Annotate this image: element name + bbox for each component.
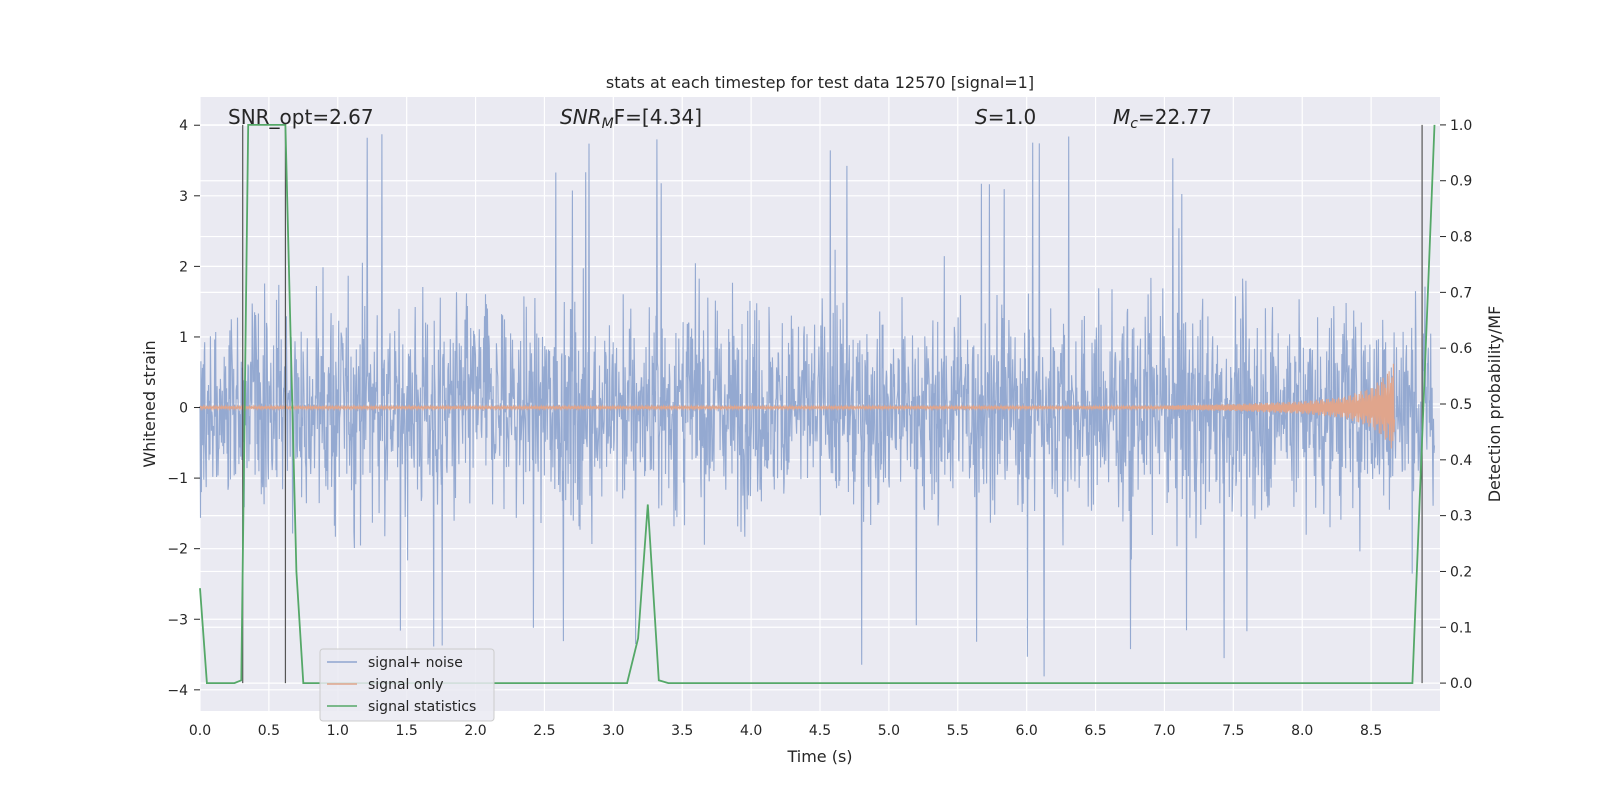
y-tick-label-right: 1.0 xyxy=(1450,118,1472,134)
x-tick-label: 8.0 xyxy=(1291,723,1313,739)
chart-title: stats at each timestep for test data 125… xyxy=(606,73,1034,92)
annotation-snr-mf: SNRMF=[4.34] xyxy=(560,105,702,132)
s-rest: =1.0 xyxy=(988,105,1037,129)
y-tick-label-right: 0.3 xyxy=(1450,509,1472,525)
x-tick-label: 3.5 xyxy=(671,723,693,739)
annotation-snr-opt: SNR_opt=2.67 xyxy=(228,105,374,129)
snr-mf-rest: F=[4.34] xyxy=(614,105,702,129)
y-tick-label-left: 4 xyxy=(179,118,188,134)
x-tick-label: 0.0 xyxy=(189,723,211,739)
s-name: S xyxy=(975,105,988,129)
y-tick-label-right: 0.6 xyxy=(1450,341,1472,357)
x-tick-label: 1.5 xyxy=(396,723,418,739)
signal-plus-noise-series xyxy=(199,134,1436,677)
legend: signal+ noise signal only signal statist… xyxy=(319,648,495,722)
annotation-mc: Mc=22.77 xyxy=(1113,105,1212,132)
y-tick-label-left: 0 xyxy=(179,401,188,417)
right-y-axis-label: Detection probability/MF xyxy=(1485,306,1504,503)
y-tick-label-left: −4 xyxy=(167,683,188,699)
snr-mf-name: SNR xyxy=(560,105,602,129)
x-tick-label: 2.5 xyxy=(533,723,555,739)
x-tick-label: 4.0 xyxy=(740,723,762,739)
x-tick-label: 0.5 xyxy=(258,723,280,739)
mc-name: M xyxy=(1113,105,1130,129)
x-tick-label: 6.0 xyxy=(1016,723,1038,739)
legend-box xyxy=(319,648,495,722)
left-y-tick-labels: 4 3 2 1 0 −1 −2 −3 −4 xyxy=(167,118,200,699)
y-tick-label-right: 0.7 xyxy=(1450,285,1472,301)
y-tick-label-right: 0.0 xyxy=(1450,676,1472,692)
y-tick-label-right: 0.9 xyxy=(1450,174,1472,190)
x-tick-label: 3.0 xyxy=(602,723,624,739)
right-y-tick-labels: 1.0 0.9 0.8 0.7 0.6 0.5 0.4 0.3 0.2 0.1 0.0 xyxy=(1440,118,1472,692)
legend-label-signal-plus-noise: signal+ noise xyxy=(368,655,463,671)
signal-statistics-line xyxy=(199,124,1436,684)
x-tick-label: 7.0 xyxy=(1153,723,1175,739)
mc-sub: c xyxy=(1130,116,1138,132)
mc-rest: =22.77 xyxy=(1138,105,1212,129)
y-tick-label-left: 1 xyxy=(179,330,188,346)
y-tick-label-right: 0.4 xyxy=(1450,453,1472,469)
x-tick-label: 8.5 xyxy=(1360,723,1382,739)
y-tick-label-right: 0.8 xyxy=(1450,230,1472,246)
signal-only-series xyxy=(199,363,1396,449)
y-tick-label-right: 0.1 xyxy=(1450,620,1472,636)
x-tick-label: 1.0 xyxy=(327,723,349,739)
x-axis-label: Time (s) xyxy=(786,747,852,766)
legend-label-signal-statistics: signal statistics xyxy=(368,699,476,715)
signal-statistics-series xyxy=(199,124,1436,684)
y-tick-label-right: 0.2 xyxy=(1450,564,1472,580)
y-tick-label-left: −2 xyxy=(167,542,188,558)
snr-mf-sub: M xyxy=(602,116,614,132)
y-tick-label-left: 3 xyxy=(179,189,188,205)
left-y-axis-label: Whitened strain xyxy=(140,340,159,467)
x-tick-label: 5.0 xyxy=(878,723,900,739)
signal-plus-noise-line xyxy=(199,134,1436,677)
x-tick-label: 4.5 xyxy=(809,723,831,739)
y-tick-label-left: −1 xyxy=(167,471,188,487)
y-tick-label-left: −3 xyxy=(167,612,188,628)
x-tick-labels: 0.0 0.5 1.0 1.5 2.0 2.5 3.0 3.5 4.0 4.5 5.0 5.5 6.0 6… xyxy=(189,723,1382,739)
y-tick-label-left: 2 xyxy=(179,259,188,275)
x-tick-label: 2.0 xyxy=(464,723,486,739)
annotation-s: S=1.0 xyxy=(975,105,1036,129)
x-tick-label: 7.5 xyxy=(1222,723,1244,739)
x-tick-label: 5.5 xyxy=(947,723,969,739)
legend-label-signal-only: signal only xyxy=(368,677,443,693)
y-tick-label-right: 0.5 xyxy=(1450,397,1472,413)
x-tick-label: 6.5 xyxy=(1084,723,1106,739)
signal-only-line xyxy=(199,363,1396,449)
